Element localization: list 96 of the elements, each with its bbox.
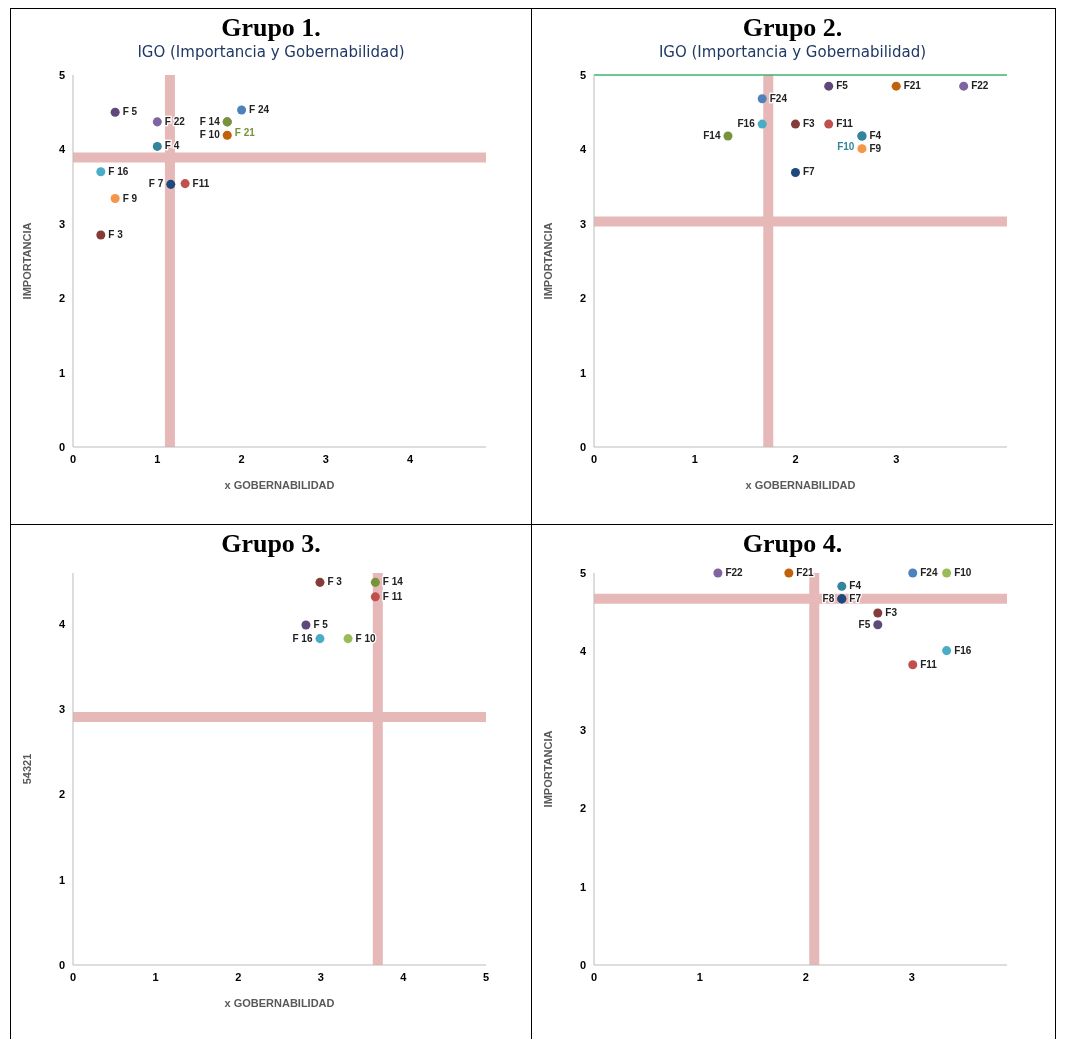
series-label: F 11 [382, 590, 403, 602]
y-tick-label: 1 [58, 873, 65, 886]
x-tick-label: 3 [893, 452, 900, 465]
x-tick-label: 0 [69, 452, 77, 465]
x-tick-label: 4 [407, 452, 415, 465]
y-tick-label: 1 [58, 366, 65, 379]
chart-subtitle: IGO (Importancia y Gobernabilidad) [136, 43, 406, 61]
y-tick-label: 1 [579, 366, 586, 379]
series-label: F11 [920, 658, 938, 670]
y-tick-label: 3 [58, 217, 65, 230]
y-tick-label: 0 [579, 440, 586, 453]
x-tick-label: 3 [908, 970, 915, 983]
x-axis-title: x GOBERNABILIDAD [224, 997, 335, 1009]
series-label: F5 [858, 618, 871, 630]
series-label: F 3 [108, 228, 124, 240]
series-label: F11 [192, 177, 210, 189]
series-label: F4 [849, 580, 862, 592]
series-label: F3 [802, 118, 816, 130]
series-label: F 3 [327, 576, 343, 588]
x-tick-label: 4 [400, 970, 408, 983]
series-label: F10 [837, 141, 855, 153]
series-label: F 21 [234, 126, 256, 138]
x-tick-label: 0 [69, 970, 77, 983]
series-label: F10 [954, 567, 972, 578]
x-tick-label: 2 [792, 452, 799, 465]
series-label: F9 [869, 142, 882, 154]
y-tick-label: 5 [579, 566, 586, 579]
series-label: F 14 [199, 115, 221, 127]
y-tick-label: 0 [579, 958, 586, 971]
series-label: F 24 [249, 103, 270, 115]
chart-title: Grupo 4. [741, 529, 844, 559]
x-tick-label: 1 [152, 970, 159, 983]
series-label: F 10 [355, 632, 377, 644]
x-tick-label: 1 [154, 452, 161, 465]
y-axis-title: 54321 [20, 753, 33, 785]
y-tick-label: 4 [579, 645, 587, 658]
series-label: F22 [725, 567, 744, 578]
series-label: F3 [885, 606, 898, 618]
x-tick-label: 0 [590, 970, 598, 983]
series-label: F 16 [292, 632, 313, 644]
x-tick-label: 1 [696, 970, 703, 983]
x-axis-title: x GOBERNABILIDAD [745, 479, 856, 491]
series-label: F 16 [108, 165, 129, 177]
x-axis-title: x GOBERNABILIDAD [224, 479, 335, 491]
series-label: F 4 [164, 140, 180, 152]
y-axis-title: IMPORTANCIA [541, 222, 554, 300]
series-label: F 5 [122, 106, 138, 118]
series-label: F5 [836, 80, 849, 92]
y-tick-label: 0 [58, 958, 65, 971]
y-tick-label: 4 [58, 143, 66, 156]
x-tick-label: 5 [482, 970, 490, 983]
y-tick-label: 4 [58, 618, 66, 631]
x-tick-label: 2 [802, 970, 809, 983]
series-label: F24 [920, 567, 938, 578]
series-label: F11 [836, 118, 854, 130]
chart-title: Grupo 3. [220, 529, 322, 559]
series-label: F 5 [313, 618, 329, 630]
series-label: F14 [703, 130, 721, 142]
y-tick-label: 2 [58, 788, 65, 801]
series-label: F 7 [148, 178, 164, 190]
series-label: F22 [971, 80, 989, 92]
y-tick-label: 2 [579, 802, 586, 815]
x-tick-label: 2 [235, 970, 242, 983]
x-tick-label: 1 [691, 452, 698, 465]
y-tick-label: 3 [579, 723, 586, 736]
y-tick-label: 4 [579, 143, 587, 156]
series-label: F16 [954, 644, 972, 656]
series-label: F 22 [164, 115, 186, 127]
y-tick-label: 1 [579, 880, 586, 893]
x-tick-label: 3 [322, 452, 329, 465]
chart-title: Grupo 2. [741, 13, 844, 43]
series-label: F7 [849, 592, 862, 604]
series-label: F 9 [122, 192, 138, 204]
y-tick-label: 2 [58, 292, 65, 305]
y-axis-title: IMPORTANCIA [20, 222, 33, 300]
y-tick-label: 5 [579, 68, 586, 81]
x-tick-label: 0 [590, 452, 598, 465]
chart-title: Grupo 1. [220, 13, 322, 43]
y-tick-label: 3 [58, 703, 65, 716]
x-tick-label: 2 [238, 452, 245, 465]
y-tick-label: 2 [579, 292, 586, 305]
chart-subtitle: IGO (Importancia y Gobernabilidad) [657, 43, 928, 61]
series-label: F8 [822, 592, 835, 604]
series-label: F 14 [382, 576, 404, 588]
series-label: F24 [769, 92, 788, 104]
series-label: F16 [737, 118, 756, 130]
x-tick-label: 3 [317, 970, 324, 983]
y-tick-label: 3 [579, 217, 586, 230]
y-tick-label: 5 [58, 68, 65, 81]
series-label: F4 [869, 130, 882, 142]
series-label: F21 [796, 567, 815, 578]
series-label: F21 [903, 80, 922, 92]
y-axis-title: IMPORTANCIA [541, 730, 554, 808]
series-label: F 10 [199, 129, 221, 141]
y-tick-label: 0 [58, 440, 65, 453]
series-label: F7 [802, 166, 816, 178]
